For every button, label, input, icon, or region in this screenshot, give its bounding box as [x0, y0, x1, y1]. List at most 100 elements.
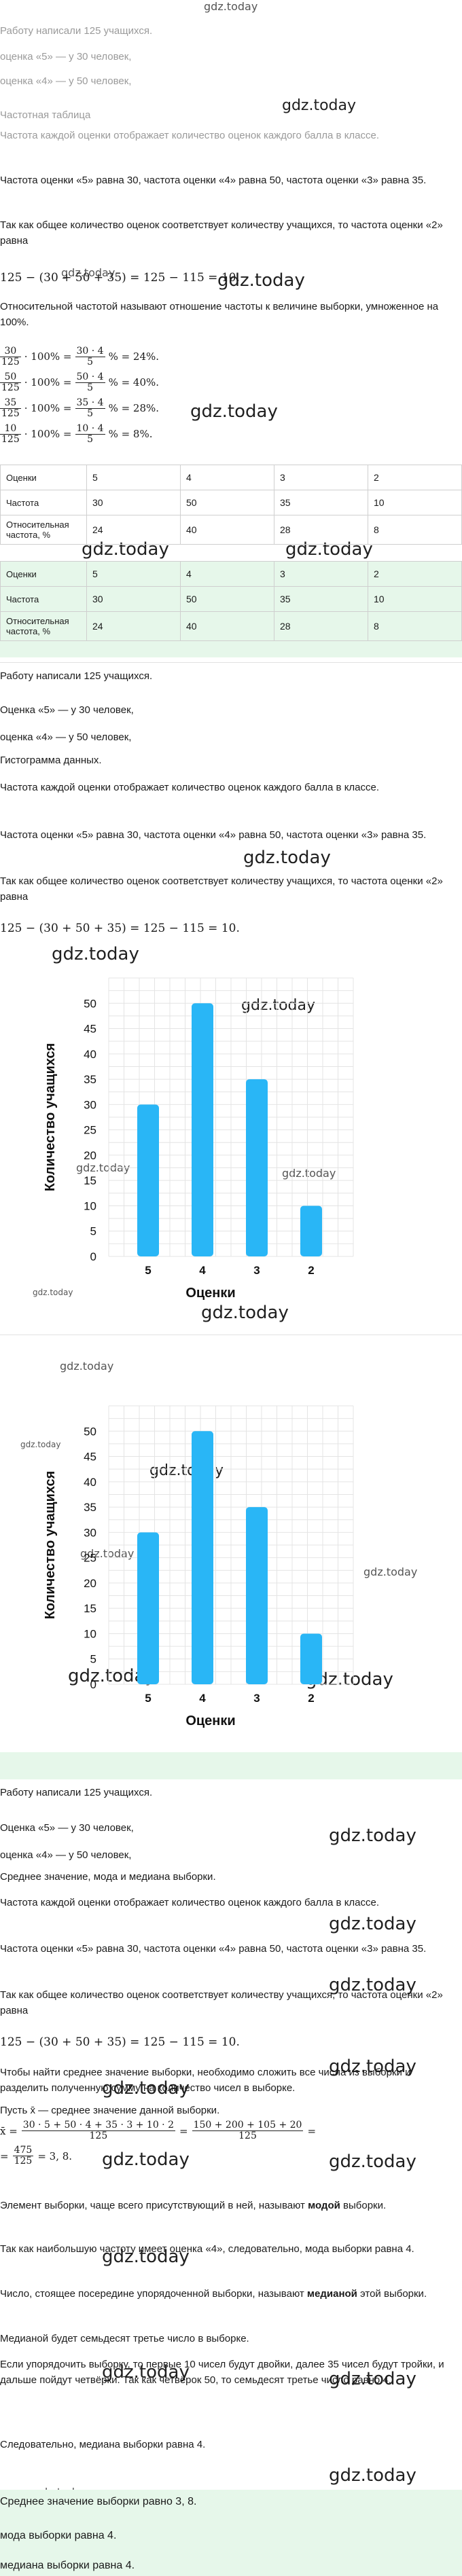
formula-part: x̄ = [0, 2124, 18, 2137]
fraction-numerator: 10 [0, 423, 21, 435]
table-cell: 40 [180, 611, 274, 641]
text-line: Частота оценки «5» равна 30, частота оце… [0, 175, 427, 186]
watermark: gdz.today [329, 2465, 416, 2486]
fraction-numerator: 30 · 4 [75, 345, 105, 357]
y-tick-label: 40 [84, 1048, 96, 1061]
y-tick-label: 30 [84, 1098, 96, 1111]
table-cell: 35 [274, 586, 368, 612]
watermark: gdz.today [329, 2056, 416, 2077]
y-tick-label: 25 [84, 1552, 96, 1565]
text-line: Чтобы найти среднее значение выборки, не… [0, 2067, 411, 2094]
text-line: Частота каждой оценки отображает количес… [0, 782, 380, 793]
formula-part: · 100% = [24, 402, 72, 414]
histogram-chart-answer: 0 5 10 15 20 25 30 35 40 45 50 5 4 3 2 Оценки Количество… [43, 1405, 354, 1728]
watermark: gdz.today [61, 266, 116, 279]
fraction-numerator: 50 [0, 371, 21, 383]
fraction-numerator: 35 [0, 397, 21, 409]
watermark: gdz.today [52, 944, 139, 964]
text-line: Медианой будет семьдесят третье число в … [0, 2333, 249, 2344]
x-tick-label: 2 [308, 1692, 314, 1705]
table-row: Оценки 5 4 3 2 [0, 561, 462, 587]
formula-part: = [179, 2124, 188, 2137]
text-line: Оценка «5» — у 30 человек, [0, 1822, 134, 1834]
formula-part: = [307, 2124, 317, 2137]
table-row-header: Оценки [0, 561, 87, 587]
formula-numerator: 150 + 200 + 105 + 20 [192, 2120, 304, 2131]
y-tick-label: 10 [84, 1627, 96, 1640]
fraction: 10 125 [0, 423, 21, 445]
watermark: gdz.today [329, 2369, 416, 2389]
mode-definition: Элемент выборки, чаще всего присутствующ… [0, 2198, 461, 2213]
frequency-table: Оценки 5 4 3 2 Частота 30 50 35 10 Относительная ч… [0, 465, 462, 545]
text-part: Элемент выборки, чаще всего присутствующ… [0, 2200, 308, 2211]
fraction-denominator: 5 [87, 382, 93, 393]
text-line: Частота каждой оценки отображает количес… [0, 1897, 380, 1908]
text-line: Гистограмма данных. [0, 755, 102, 766]
fraction-row: 10 125 · 100% = 10 · 4 5% = 8%. [0, 421, 462, 447]
bar [137, 1532, 159, 1684]
formula-part: % = 28%. [108, 402, 160, 414]
y-tick-label: 20 [84, 1149, 96, 1162]
table-row-header: Частота [0, 586, 87, 612]
table-cell: 3 [274, 465, 368, 490]
relative-frequency-formulas: 30 125 · 100% = 30 · 4 5% = 24%. 50 125 · 100% … [0, 344, 462, 447]
fraction-denominator: 5 [87, 356, 93, 367]
x-tick-label: 3 [253, 1264, 260, 1277]
term-mode: модой [308, 2200, 340, 2211]
watermark: gdz.today [329, 1914, 416, 1934]
text-line: Так как общее количество оценок соответс… [0, 1989, 443, 2016]
term-median: медианой [306, 2288, 357, 2300]
x-axis-label: Оценки [185, 1286, 235, 1301]
watermark: gdz.today [60, 1360, 114, 1373]
table-cell: 40 [180, 515, 274, 545]
watermark: gdz.today [33, 1288, 73, 1297]
table-cell: 10 [368, 586, 462, 612]
text-line: Частота оценки «5» равна 30, частота оце… [0, 1943, 427, 1955]
y-tick-label: 25 [84, 1124, 96, 1137]
watermark: gdz.today [102, 2247, 190, 2267]
formula-line: 125 − (30 + 50 + 35) = 125 − 115 = 10. [0, 922, 240, 935]
y-tick-label: 10 [84, 1199, 96, 1212]
histogram-chart: 0 5 10 15 20 25 30 35 40 45 50 5 4 3 2 Оценки Количество… [43, 977, 354, 1301]
text-line: Частотная таблица [0, 109, 91, 121]
frequency-table-answer: Оценки 5 4 3 2 Частота 30 50 35 10 Относительная ч… [0, 561, 462, 641]
watermark: gdz.today [102, 2362, 190, 2382]
table-cell: 35 [274, 490, 368, 515]
formula-part: % = 40%. [108, 376, 160, 388]
table-cell: 8 [368, 515, 462, 545]
x-axis-label: Оценки [185, 1713, 235, 1728]
fraction-numerator: 50 · 4 [75, 371, 105, 383]
answer-line: мода выборки равна 4. [0, 2530, 117, 2541]
bar [192, 1003, 213, 1256]
fraction-denominator: 125 [1, 433, 20, 445]
table-row: Оценки 5 4 3 2 [0, 465, 462, 490]
answer-line: Среднее значение выборки равно 3, 8. [0, 2496, 197, 2507]
text-line: Оценка «5» — у 30 человек, [0, 704, 134, 716]
y-tick-label: 35 [84, 1073, 96, 1086]
fraction-numerator: 30 [0, 346, 21, 357]
formula-denominator: 125 [238, 2130, 257, 2141]
formula-line: 125 − (30 + 50 + 35) = 125 − 115 = 10. [0, 2035, 240, 2049]
text-line: Если упорядочить выборку, то первые 10 ч… [0, 2359, 444, 2386]
y-tick-label: 35 [84, 1501, 96, 1514]
table-cell: 24 [86, 515, 181, 545]
table-row: Относительная частота, % 24 40 28 8 [0, 611, 462, 641]
watermark: gdz.today [217, 270, 305, 291]
watermark: gdz.today [329, 1826, 416, 1846]
table-cell: 30 [86, 586, 181, 612]
bar [137, 1104, 159, 1256]
text-line: оценка «4» — у 50 человек, [0, 75, 132, 87]
fraction: 30 125 [0, 346, 21, 367]
formula-part: % = 24%. [108, 350, 160, 363]
x-tick-label: 3 [253, 1692, 260, 1705]
answer-highlight [0, 1752, 462, 1779]
text-line: Так как наибольшую частоту имеет оценка … [0, 2243, 414, 2255]
watermark: gdz.today [243, 848, 331, 868]
fraction-denominator: 125 [1, 356, 20, 367]
table-row: Частота 30 50 35 10 [0, 490, 462, 515]
table-cell: 3 [274, 561, 368, 587]
formula-part: · 100% = [24, 376, 72, 388]
watermark: gdz.today [80, 1547, 135, 1560]
x-tick-label: 4 [199, 1264, 206, 1277]
